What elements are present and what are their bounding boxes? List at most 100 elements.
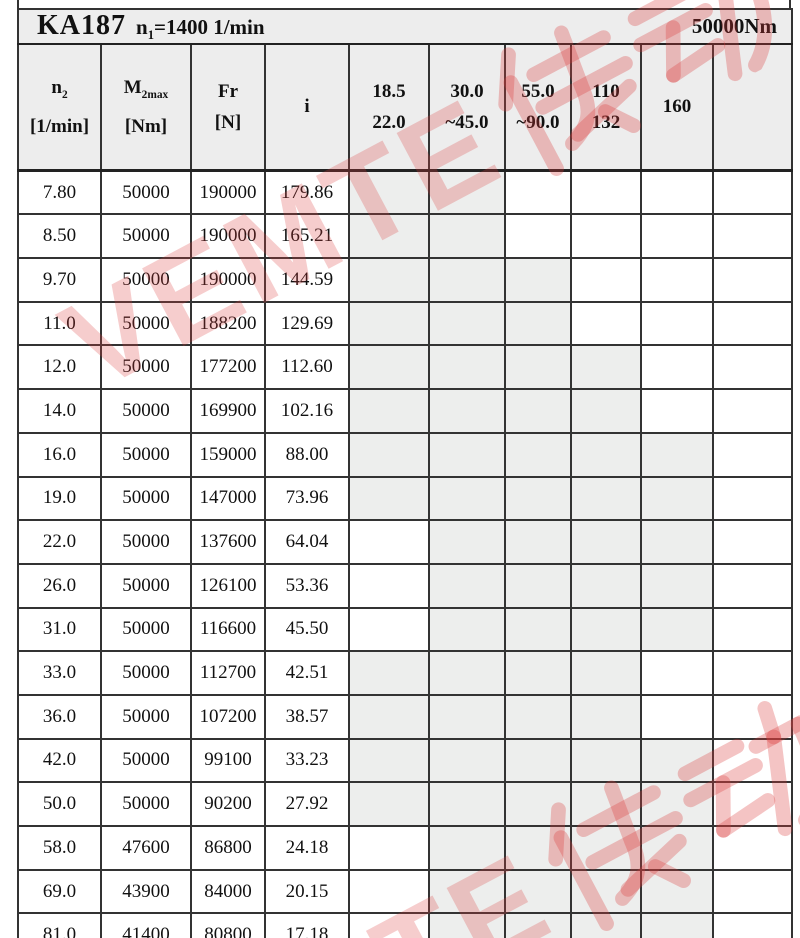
power-cell-4-empty [570, 257, 642, 303]
table-row: 22.0 50000 137600 64.04 [17, 519, 793, 565]
table-row: 14.0 50000 169900 102.16 [17, 388, 793, 434]
cell-i: 165.21 [264, 213, 350, 260]
power-cell-1-available [348, 169, 430, 216]
power-cell-1-available [348, 388, 430, 434]
cell-m2max: 50000 [100, 519, 192, 565]
cell-m2max: 50000 [100, 562, 192, 609]
power-cell-3-available [504, 693, 572, 740]
power-cell-1-available [348, 344, 430, 391]
cell-i: 45.50 [264, 606, 350, 653]
power-cell-3-available [504, 868, 572, 915]
power-cell-6-empty [712, 475, 793, 522]
cell-fr: 169900 [190, 388, 266, 434]
power-cell-3-available [504, 737, 572, 784]
table-row: 50.0 50000 90200 27.92 [17, 781, 793, 827]
cell-fr: 116600 [190, 606, 266, 653]
cell-n2: 11.0 [17, 300, 102, 347]
cell-fr: 80800 [190, 912, 266, 938]
table-row: 69.0 43900 84000 20.15 [17, 868, 793, 915]
power-cell-5-empty [640, 213, 714, 260]
table-row: 26.0 50000 126100 53.36 [17, 562, 793, 609]
cell-n2: 81.0 [17, 912, 102, 938]
cell-m2max: 41400 [100, 912, 192, 938]
power-cell-4-empty [570, 213, 642, 260]
power-cell-6-empty [712, 868, 793, 915]
power-cell-4-available [570, 693, 642, 740]
cell-fr: 99100 [190, 737, 266, 784]
cell-fr: 190000 [190, 213, 266, 260]
power-cell-4-available [570, 431, 642, 478]
power-cell-2-available [428, 781, 506, 827]
cell-fr: 147000 [190, 475, 266, 522]
cell-n2: 58.0 [17, 825, 102, 871]
cell-fr: 112700 [190, 650, 266, 696]
cell-i: 42.51 [264, 650, 350, 696]
power-cell-3-available [504, 781, 572, 827]
col-header-fr: Fr [N] [190, 43, 266, 172]
power-cell-4-available [570, 868, 642, 915]
power-cell-5-available [640, 431, 714, 478]
power-cell-6-empty [712, 300, 793, 347]
cell-m2max: 50000 [100, 606, 192, 653]
power-cell-1-empty [348, 868, 430, 915]
power-cell-6-empty [712, 257, 793, 303]
power-cell-6-empty [712, 912, 793, 938]
gearbox-spec-table: KA187 n1=1400 1/min 50000Nm n2 [1/min] M… [17, 7, 793, 938]
power-cell-2-available [428, 650, 506, 696]
power-cell-5-available [640, 912, 714, 938]
power-cell-4-available [570, 519, 642, 565]
col-header-power-6 [712, 43, 793, 172]
table-body: 7.80 50000 190000 179.86 8.50 50000 190000 165.… [17, 169, 793, 938]
power-cell-5-available [640, 781, 714, 827]
power-cell-6-empty [712, 213, 793, 260]
cell-i: 24.18 [264, 825, 350, 871]
power-cell-1-available [348, 693, 430, 740]
cell-i: 88.00 [264, 431, 350, 478]
power-cell-4-available [570, 737, 642, 784]
power-cell-4-available [570, 825, 642, 871]
table-row: 16.0 50000 159000 88.00 [17, 431, 793, 478]
power-cell-3-available [504, 388, 572, 434]
power-cell-1-available [348, 213, 430, 260]
power-cell-4-available [570, 562, 642, 609]
power-cell-3-available [504, 257, 572, 303]
col-header-m2max: M2max [Nm] [100, 43, 192, 172]
power-cell-2-available [428, 825, 506, 871]
cell-m2max: 50000 [100, 344, 192, 391]
power-cell-4-available [570, 912, 642, 938]
power-cell-1-empty [348, 912, 430, 938]
cell-m2max: 50000 [100, 169, 192, 216]
power-cell-1-empty [348, 606, 430, 653]
power-cell-3-available [504, 825, 572, 871]
cell-n2: 36.0 [17, 693, 102, 740]
cell-fr: 86800 [190, 825, 266, 871]
cell-i: 129.69 [264, 300, 350, 347]
power-cell-1-empty [348, 562, 430, 609]
power-cell-3-available [504, 606, 572, 653]
power-cell-5-empty [640, 344, 714, 391]
cell-m2max: 50000 [100, 650, 192, 696]
cell-m2max: 50000 [100, 300, 192, 347]
cell-fr: 90200 [190, 781, 266, 827]
cell-m2max: 50000 [100, 781, 192, 827]
cell-fr: 190000 [190, 257, 266, 303]
cell-fr: 177200 [190, 344, 266, 391]
power-cell-6-empty [712, 562, 793, 609]
power-cell-1-available [348, 737, 430, 784]
power-cell-4-available [570, 388, 642, 434]
power-cell-6-empty [712, 737, 793, 784]
power-cell-5-available [640, 868, 714, 915]
power-cell-4-empty [570, 169, 642, 216]
power-cell-4-available [570, 344, 642, 391]
power-cell-2-available [428, 606, 506, 653]
power-cell-2-available [428, 519, 506, 565]
power-cell-5-available [640, 606, 714, 653]
cell-n2: 9.70 [17, 257, 102, 303]
cell-n2: 42.0 [17, 737, 102, 784]
table-row: 31.0 50000 116600 45.50 [17, 606, 793, 653]
cell-i: 38.57 [264, 693, 350, 740]
cell-i: 179.86 [264, 169, 350, 216]
power-cell-4-empty [570, 300, 642, 347]
cell-i: 20.15 [264, 868, 350, 915]
power-cell-4-available [570, 475, 642, 522]
